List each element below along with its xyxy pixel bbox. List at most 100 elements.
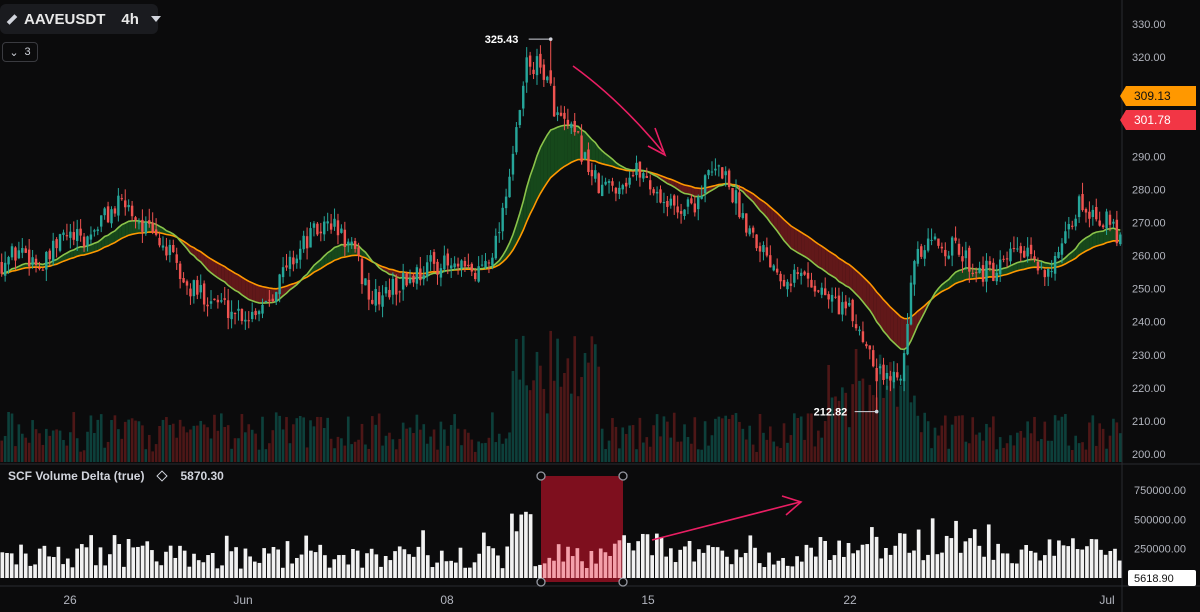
ema-cloud bbox=[1, 125, 1121, 350]
volume-bar bbox=[1091, 415, 1095, 462]
candle-body bbox=[250, 311, 254, 320]
volume-bar bbox=[316, 416, 319, 462]
candle-body bbox=[233, 313, 237, 315]
candle-body bbox=[762, 244, 765, 253]
candle-body bbox=[38, 267, 41, 269]
delta-bar bbox=[898, 533, 902, 578]
cloud-segment bbox=[118, 224, 122, 241]
indicator-legend[interactable]: SCF Volume Delta (true) 5870.30 bbox=[8, 469, 224, 483]
candle-body bbox=[17, 250, 21, 259]
delta-bar bbox=[65, 558, 70, 578]
indicator-count: 3 bbox=[24, 46, 31, 58]
candle-body bbox=[552, 85, 556, 117]
volume-bar bbox=[569, 393, 573, 462]
volume-bar bbox=[401, 422, 405, 462]
chevron-down-icon: ⌄ bbox=[9, 46, 19, 59]
candle-body bbox=[731, 188, 734, 203]
delta-bar bbox=[220, 565, 224, 578]
candle-body bbox=[542, 64, 546, 80]
candle-body bbox=[1033, 256, 1036, 260]
delta-bar bbox=[589, 550, 594, 578]
volume-bar bbox=[971, 417, 975, 462]
cloud-segment bbox=[794, 227, 798, 253]
candle-body bbox=[717, 165, 721, 167]
volume-bar bbox=[127, 419, 130, 462]
candle-body bbox=[498, 232, 501, 234]
cloud-segment bbox=[1013, 262, 1018, 272]
delta-bar bbox=[1103, 554, 1108, 578]
volume-bar bbox=[940, 425, 944, 462]
volume-bar bbox=[793, 413, 796, 462]
candle-body bbox=[748, 228, 751, 235]
delta-bar bbox=[729, 564, 734, 578]
delta-bar bbox=[655, 533, 659, 578]
volume-bar bbox=[1098, 423, 1102, 462]
cloud-segment bbox=[972, 268, 977, 279]
delta-bar bbox=[902, 533, 907, 578]
candle-body bbox=[449, 265, 453, 269]
volume-bar bbox=[412, 433, 415, 462]
candle-body bbox=[1108, 214, 1112, 225]
candle-body bbox=[350, 241, 353, 245]
cloud-segment bbox=[684, 184, 688, 195]
volume-bar bbox=[41, 444, 45, 462]
delta-bar bbox=[542, 563, 547, 578]
candle-body bbox=[515, 127, 518, 153]
collapse-indicators-button[interactable]: ⌄ 3 bbox=[2, 42, 38, 62]
volume-bar bbox=[967, 443, 971, 462]
cloud-segment bbox=[348, 244, 352, 257]
cloud-segment bbox=[1031, 259, 1035, 268]
candle-body bbox=[82, 236, 86, 247]
cloud-segment bbox=[132, 220, 136, 235]
cloud-segment bbox=[574, 125, 579, 161]
volume-bar bbox=[398, 438, 402, 462]
volume-bar bbox=[1084, 449, 1088, 462]
volume-bar bbox=[841, 387, 844, 462]
delta-bar bbox=[856, 550, 860, 578]
symbol-selector[interactable]: AAVEUSDT 4h bbox=[0, 4, 161, 34]
cloud-segment bbox=[784, 219, 788, 245]
volume-bar bbox=[600, 428, 604, 462]
volume-bar bbox=[817, 430, 820, 462]
candle-body bbox=[491, 257, 494, 266]
cloud-segment bbox=[221, 264, 225, 282]
volume-bar bbox=[319, 417, 323, 462]
cloud-segment bbox=[1099, 231, 1104, 246]
cloud-segment bbox=[1109, 228, 1114, 242]
volume-bar bbox=[559, 386, 563, 462]
candle-body bbox=[745, 213, 748, 233]
volume-bar bbox=[113, 415, 117, 462]
candle-body bbox=[978, 267, 981, 273]
candle-body bbox=[580, 135, 583, 162]
delta-bar bbox=[94, 565, 98, 578]
candle-body bbox=[964, 250, 968, 259]
candle-body bbox=[148, 220, 151, 224]
delta-bar bbox=[75, 548, 79, 578]
delta-bar bbox=[762, 567, 767, 578]
cloud-segment bbox=[835, 255, 839, 282]
candle-body bbox=[933, 236, 937, 240]
volume-bar bbox=[868, 384, 872, 462]
volume-bar bbox=[343, 445, 347, 462]
volume-bar bbox=[590, 336, 594, 462]
candle-body bbox=[614, 187, 618, 194]
cloud-segment bbox=[811, 239, 815, 265]
candle-body bbox=[817, 290, 820, 292]
candle-body bbox=[364, 278, 367, 286]
candle-body bbox=[333, 218, 336, 227]
volume-bar bbox=[786, 442, 789, 462]
volume-bar bbox=[10, 413, 14, 462]
delta-bar bbox=[1113, 548, 1117, 578]
volume-bar bbox=[635, 449, 638, 462]
candle-body bbox=[216, 299, 220, 303]
cloud-segment bbox=[955, 270, 960, 284]
cloud-segment bbox=[691, 186, 695, 197]
volume-bar bbox=[340, 438, 343, 462]
volume-bar bbox=[679, 441, 683, 462]
volume-bar bbox=[384, 435, 388, 462]
candle-body bbox=[556, 112, 559, 116]
delta-bar bbox=[234, 547, 238, 578]
candle-body bbox=[165, 246, 168, 256]
candle-body bbox=[172, 244, 175, 253]
